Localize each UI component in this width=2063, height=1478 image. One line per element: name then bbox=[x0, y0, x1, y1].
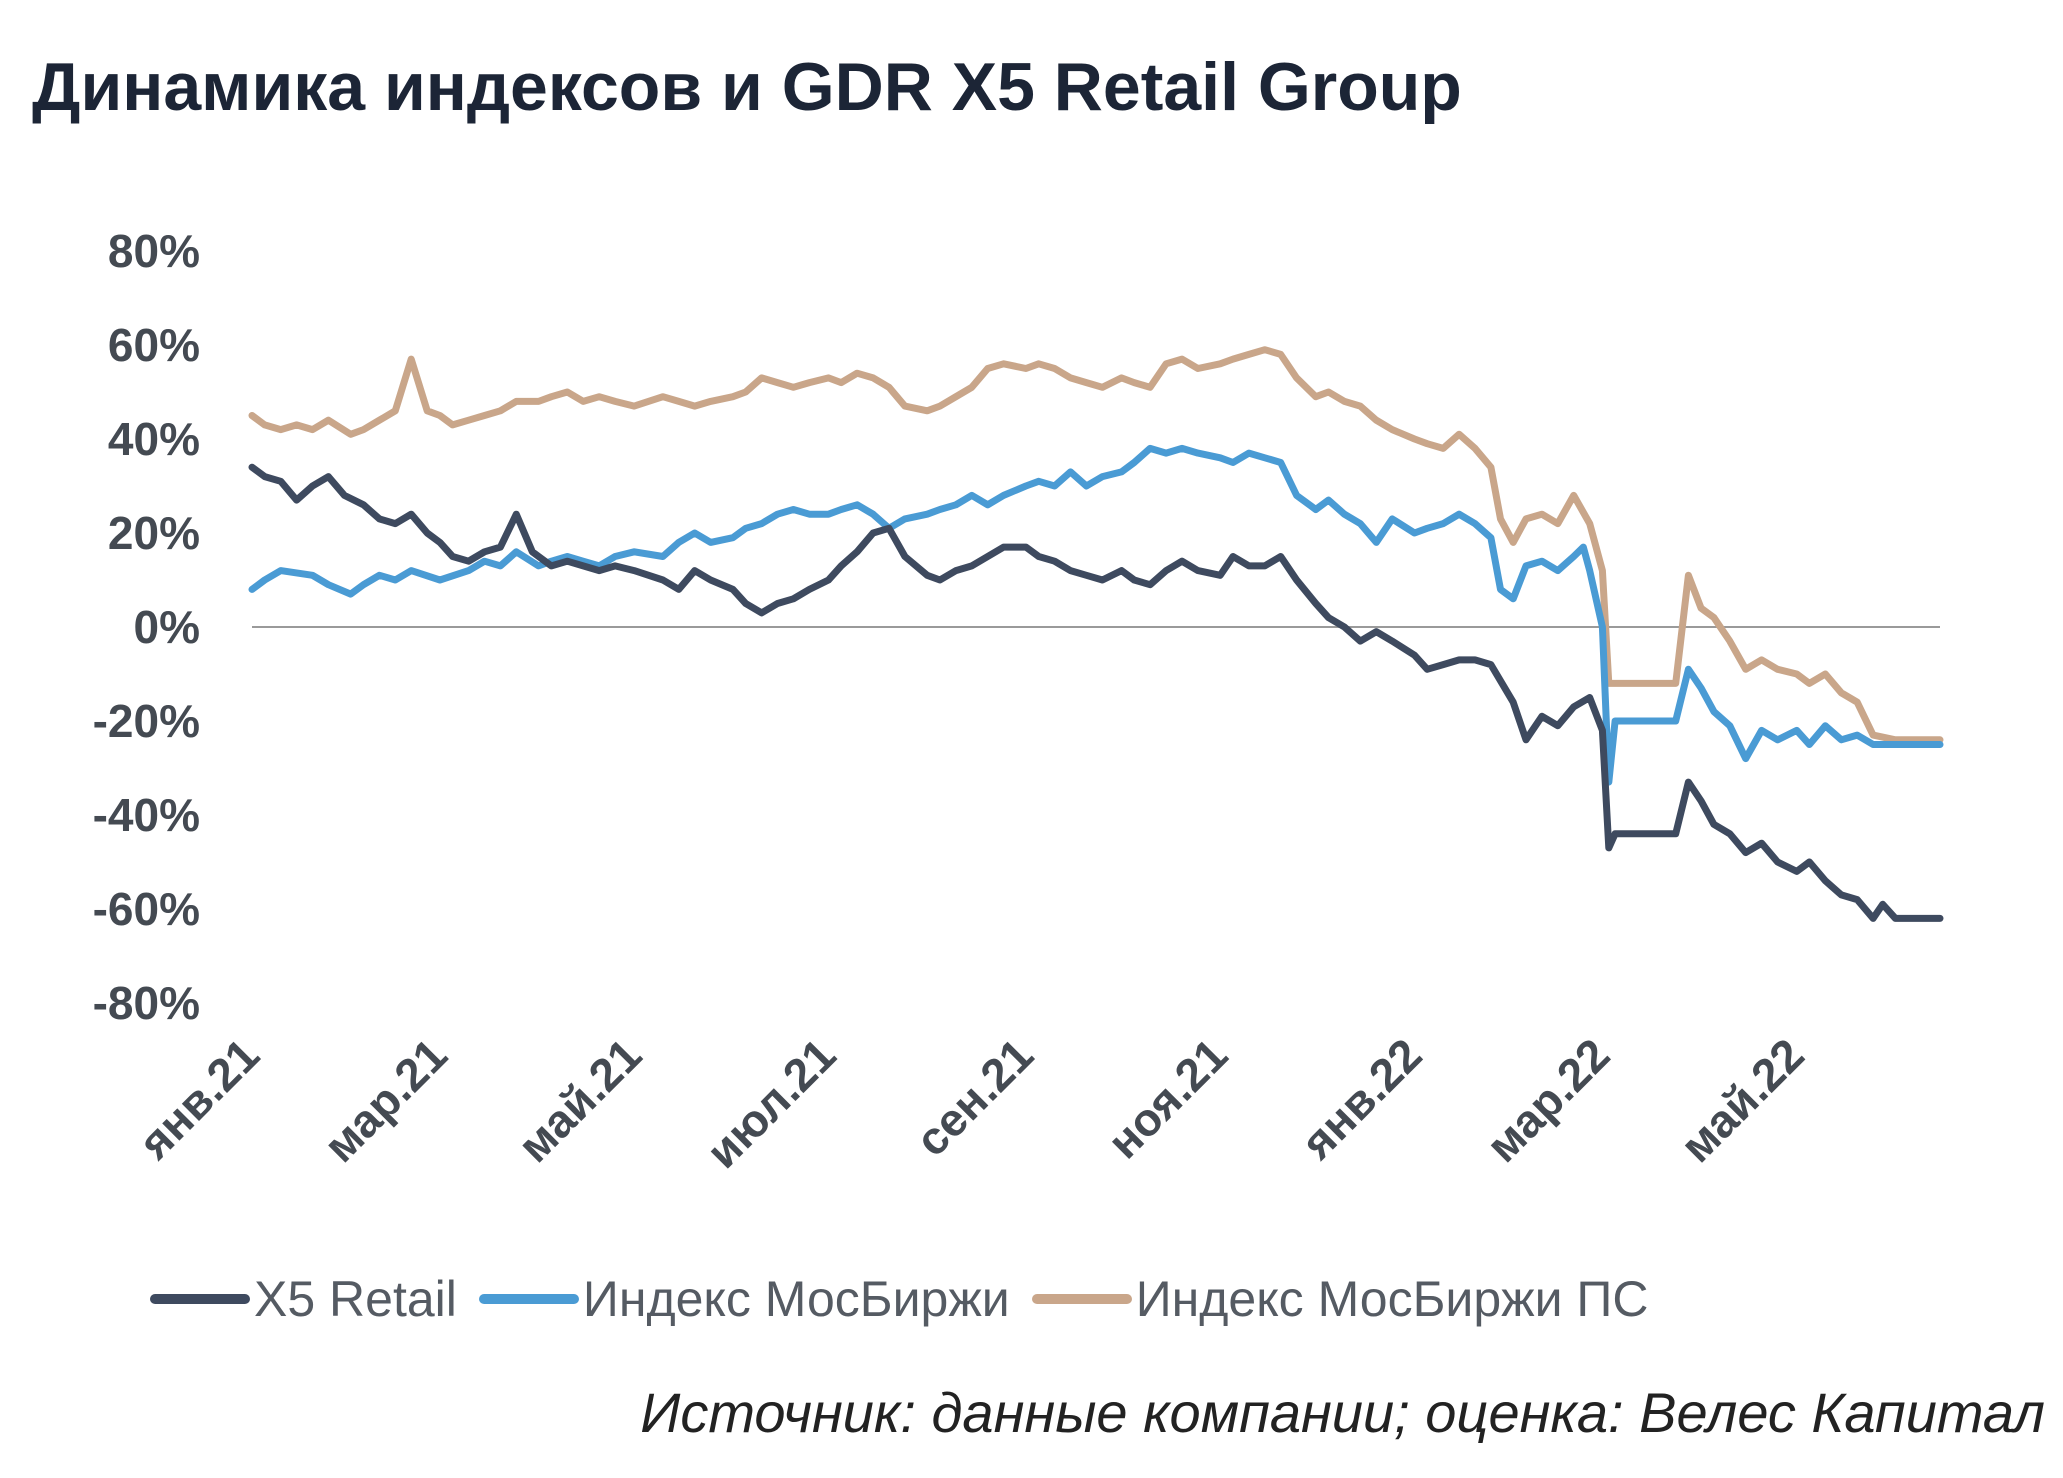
legend-label: X5 Retail bbox=[254, 1271, 457, 1327]
legend-item: X5 Retail bbox=[150, 1270, 457, 1328]
x-tick-label: янв.21 bbox=[128, 1028, 269, 1169]
y-tick-label: 0% bbox=[134, 601, 200, 653]
y-tick-label: -60% bbox=[93, 883, 200, 935]
x-tick-label: мар.22 bbox=[1476, 1028, 1620, 1172]
x-tick-label: май.22 bbox=[1670, 1028, 1814, 1172]
series-line-moex-tr-index bbox=[248, 346, 1944, 744]
legend-label: Индекс МосБиржи ПС bbox=[1135, 1271, 1649, 1327]
x-tick-label: янв.22 bbox=[1290, 1028, 1431, 1169]
legend-swatch bbox=[1031, 1294, 1132, 1304]
source-note: Источник: данные компании; оценка: Велес… bbox=[640, 1381, 2045, 1444]
y-axis-ticks: 80% 60% 40% 20% 0% -20% -40% -60% -80% bbox=[93, 225, 200, 1029]
x-tick-label: июл.21 bbox=[696, 1028, 846, 1178]
y-tick-label: 40% bbox=[108, 413, 200, 465]
x-axis-ticks: янв.21 мар.21 май.21 июл.21 сен.21 ноя.21 янв.… bbox=[128, 1028, 1814, 1178]
y-tick-label: -40% bbox=[93, 789, 200, 841]
series-line-x5-retail bbox=[248, 463, 1944, 922]
line-chart: 80% 60% 40% 20% 0% -20% -40% -60% -80% янв.21 мар… bbox=[93, 225, 1944, 1178]
y-tick-label: -80% bbox=[93, 977, 200, 1029]
legend-item: Индекс МосБиржи bbox=[478, 1270, 1010, 1328]
x-tick-label: мар.21 bbox=[313, 1028, 457, 1172]
series-lines bbox=[248, 346, 1944, 922]
y-tick-label: 80% bbox=[108, 225, 200, 277]
y-tick-label: -20% bbox=[93, 695, 200, 747]
legend-item: Индекс МосБиржи ПС bbox=[1031, 1270, 1649, 1328]
y-tick-label: 20% bbox=[108, 507, 200, 559]
legend: X5 Retail Индекс МосБиржи Индекс МосБиржи … bbox=[150, 1270, 1670, 1328]
chart-title: Динамика индексов и GDR X5 Retail Group bbox=[32, 49, 1462, 125]
legend-label: Индекс МосБиржи bbox=[582, 1271, 1010, 1327]
legend-swatch bbox=[150, 1294, 250, 1304]
y-tick-label: 60% bbox=[108, 319, 200, 371]
series-line-moex-index bbox=[248, 444, 1944, 786]
x-tick-label: сен.21 bbox=[905, 1028, 1043, 1166]
x-tick-label: ноя.21 bbox=[1097, 1028, 1237, 1168]
x-tick-label: май.21 bbox=[508, 1028, 652, 1172]
legend-swatch bbox=[478, 1294, 579, 1304]
